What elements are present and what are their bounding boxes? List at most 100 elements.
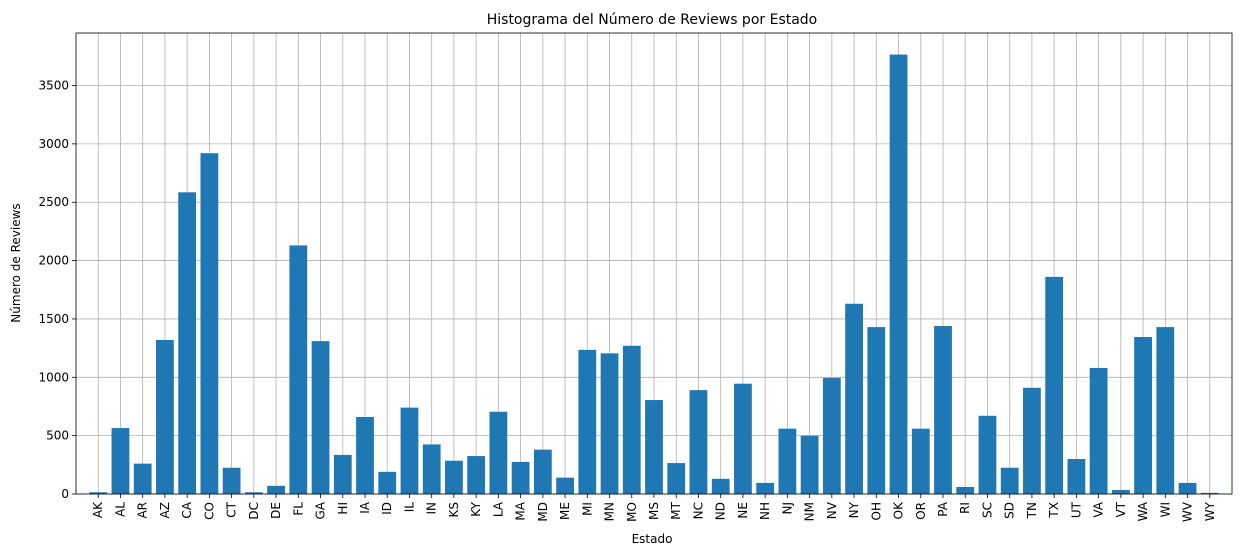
- x-tick-label: SC: [980, 502, 994, 518]
- x-tick-label: WY: [1203, 501, 1217, 521]
- x-tick-label: IN: [425, 502, 439, 515]
- bar-nd: [711, 478, 730, 494]
- x-tick-label: VA: [1092, 501, 1106, 517]
- x-tick-label: MA: [514, 501, 528, 520]
- x-tick-label: LA: [491, 501, 505, 517]
- y-tick-label: 2000: [38, 254, 69, 268]
- bar-id: [378, 471, 397, 494]
- bar-in: [422, 444, 441, 494]
- x-tick-label: ME: [558, 502, 572, 520]
- bar-tx: [1045, 276, 1064, 494]
- bar-nh: [756, 482, 775, 494]
- bar-dc: [244, 492, 263, 494]
- bar-wa: [1134, 337, 1152, 494]
- bar-mi: [578, 349, 597, 494]
- x-tick-label: MI: [580, 502, 594, 516]
- x-tick-label: TX: [1047, 502, 1061, 519]
- bar-ok: [889, 54, 908, 495]
- bar-fl: [289, 245, 308, 494]
- bar-ms: [645, 400, 663, 494]
- bar-mt: [667, 463, 686, 494]
- y-tick-label: 3000: [38, 137, 69, 151]
- x-tick-label: CA: [180, 501, 194, 518]
- axes-layer: 0 500 1000 1500 2000 2500 3000 3500 AK AL AR AZ CA CO…: [38, 32, 1233, 522]
- bar-ma: [511, 461, 530, 494]
- x-tick-label: KS: [447, 502, 461, 518]
- x-tick-label: RI: [958, 502, 972, 514]
- bar-ny: [845, 303, 863, 494]
- bar-ak: [89, 492, 108, 494]
- bar-tn: [1023, 387, 1041, 494]
- bar-nv: [822, 377, 841, 494]
- x-tick-label: OR: [914, 502, 928, 520]
- bar-pa: [934, 325, 952, 494]
- bar-sd: [1000, 467, 1019, 494]
- x-tick-label: HI: [336, 502, 350, 515]
- bar-nj: [778, 428, 797, 494]
- bar-co: [200, 153, 219, 494]
- x-tick-label: NJ: [780, 502, 794, 515]
- x-tick-label: WI: [1158, 502, 1172, 517]
- y-tick-label: 2500: [38, 195, 69, 209]
- x-tick-label: IL: [402, 502, 416, 513]
- bar-hi: [333, 454, 352, 494]
- bar-mn: [600, 353, 619, 494]
- bar-sc: [978, 415, 997, 494]
- x-tick-label: ND: [714, 502, 728, 520]
- x-tick-label: TN: [1025, 502, 1039, 519]
- x-tick-label: GA: [314, 501, 328, 519]
- bar-ar: [133, 463, 152, 494]
- x-tick-label: AZ: [158, 502, 172, 518]
- bar-ga: [311, 341, 330, 494]
- x-tick-label: NH: [758, 502, 772, 520]
- chart-title: Histograma del Número de Reviews por Est…: [487, 12, 818, 28]
- bar-ut: [1067, 458, 1086, 494]
- x-tick-label: DE: [269, 502, 283, 519]
- bar-va: [1089, 367, 1108, 494]
- bar-il: [400, 407, 419, 494]
- bar-oh: [867, 327, 886, 494]
- x-axis-label: Estado: [632, 532, 673, 546]
- x-tick-label: NV: [825, 501, 839, 519]
- bar-vt: [1111, 489, 1130, 494]
- x-tick-label: MD: [536, 502, 550, 522]
- x-tick-label: WV: [1181, 501, 1195, 522]
- x-tick-label: CO: [202, 502, 216, 520]
- bar-ne: [734, 383, 752, 494]
- bars-layer: [89, 54, 1219, 495]
- x-tick-label: PA: [936, 501, 950, 516]
- bar-nc: [689, 390, 708, 494]
- y-tick-label: 0: [61, 487, 69, 501]
- y-axis-label: Número de Reviews: [9, 203, 23, 322]
- x-tick-label: MS: [647, 502, 661, 520]
- x-tick-label: AK: [91, 501, 105, 518]
- x-tick-label: MT: [669, 501, 683, 519]
- y-tick-label: 500: [46, 429, 69, 443]
- bar-ct: [222, 467, 241, 494]
- bar-ca: [178, 192, 197, 494]
- x-tick-label: ID: [380, 502, 394, 515]
- y-tick-label: 1500: [38, 312, 69, 326]
- y-tick-label: 1000: [38, 370, 69, 384]
- bar-ks: [445, 460, 463, 494]
- x-tick-label: FL: [291, 502, 305, 516]
- x-tick-label: IA: [358, 501, 372, 514]
- x-tick-label: OK: [892, 501, 906, 519]
- bar-me: [556, 477, 574, 494]
- bar-ia: [356, 416, 374, 494]
- x-tick-label: MO: [625, 502, 639, 522]
- bar-az: [156, 339, 174, 494]
- bar-nm: [800, 435, 819, 494]
- bar-ky: [467, 456, 486, 494]
- x-tick-label: AL: [113, 502, 127, 517]
- x-tick-label: UT: [1069, 501, 1083, 518]
- bar-or: [911, 428, 930, 494]
- y-tick-label: 3500: [38, 79, 69, 93]
- bar-wy: [1200, 492, 1219, 494]
- x-tick-label: MN: [603, 502, 617, 521]
- bar-wi: [1156, 327, 1175, 494]
- x-tick-label: NM: [803, 502, 817, 521]
- bar-ri: [956, 486, 975, 494]
- x-tick-label: NY: [847, 501, 861, 518]
- x-tick-label: NC: [691, 502, 705, 519]
